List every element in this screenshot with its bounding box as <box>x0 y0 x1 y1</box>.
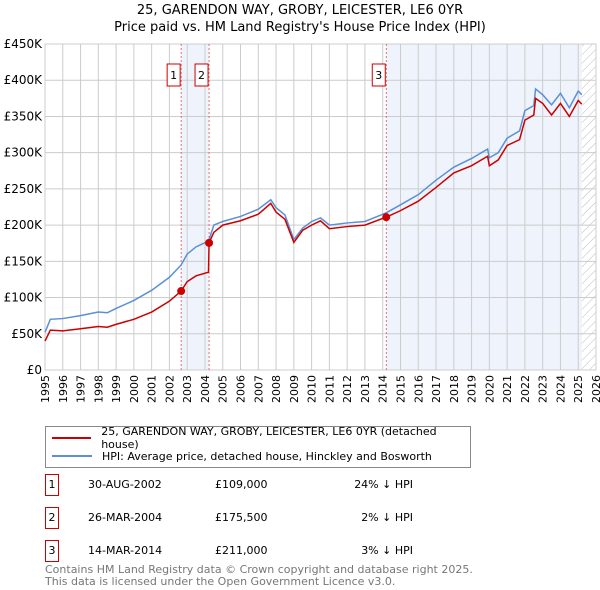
legend: 25, GARENDON WAY, GROBY, LEICESTER, LE6 … <box>45 425 471 468</box>
legend-item-hpi: HPI: Average price, detached house, Hinc… <box>52 448 432 464</box>
x-tick-label: 1997 <box>75 375 88 403</box>
blue-line-swatch <box>52 455 92 457</box>
y-tick-label: £200K <box>4 218 44 232</box>
date: 14-MAR-2014 <box>88 544 163 557</box>
y-tick-label: £400K <box>4 73 44 87</box>
x-tick-label: 1999 <box>110 375 123 403</box>
transaction-row: 1 30-AUG-2002 £109,000 24% ↓ HPI <box>45 474 445 496</box>
price: £109,000 <box>215 478 268 491</box>
chart-title: 25, GARENDON WAY, GROBY, LEICESTER, LE6 … <box>136 3 464 18</box>
x-tick-label: 2022 <box>519 375 532 403</box>
footer: Contains HM Land Registry data © Crown c… <box>45 564 473 588</box>
x-tick-label: 2011 <box>323 375 336 403</box>
marker-badge: 3 <box>45 540 59 562</box>
marker-badge: 1 <box>45 474 59 496</box>
transaction-row: 2 26-MAR-2004 £175,500 2% ↓ HPI <box>45 507 445 529</box>
y-tick-label: £450K <box>4 37 44 51</box>
plot-border <box>44 43 597 371</box>
sale-marker-number: 1 <box>170 69 177 82</box>
x-tick-label: 2016 <box>412 375 425 403</box>
sale-marker-box <box>194 63 209 87</box>
x-tick-label: 2024 <box>554 375 567 403</box>
x-tick-label: 2006 <box>235 375 248 403</box>
y-tick-label: £350K <box>4 109 44 123</box>
x-tick-label: 2004 <box>199 375 212 403</box>
price: £175,500 <box>215 511 268 524</box>
x-tick-label: 2008 <box>270 375 283 403</box>
x-tick-label: 1996 <box>57 375 70 403</box>
legend-item-property: 25, GARENDON WAY, GROBY, LEICESTER, LE6 … <box>52 425 470 451</box>
price-chart: 1995 1996 1997 1998 1999 2000 2001 2002 2003 2004… <box>4 37 600 403</box>
y-tick-label: £300K <box>4 146 44 160</box>
x-tick-label: 2014 <box>377 375 390 403</box>
marker-badge: 2 <box>45 507 59 529</box>
y-tick-label: £250K <box>4 182 44 196</box>
footer-line: This data is licensed under the Open Gov… <box>45 575 396 588</box>
x-tick-label: 2020 <box>483 375 496 403</box>
x-tick-label: 2005 <box>217 375 230 403</box>
x-tick-label: 2023 <box>537 375 550 403</box>
shaded-period <box>386 44 582 370</box>
date: 26-MAR-2004 <box>88 511 163 524</box>
x-tick-label: 2002 <box>163 375 176 403</box>
y-tick-label: £50K <box>11 327 43 341</box>
x-tick-label: 2003 <box>181 375 194 403</box>
x-tick-label: 2026 <box>590 375 600 403</box>
forecast-hatch <box>581 44 596 370</box>
legend-label: 25, GARENDON WAY, GROBY, LEICESTER, LE6 … <box>101 425 437 451</box>
footer-line: Contains HM Land Registry data © Crown c… <box>45 563 473 576</box>
x-tick-label: 2009 <box>288 375 301 403</box>
sale-point <box>382 213 391 222</box>
sale-marker-box <box>371 63 386 87</box>
y-tick-label: £0 <box>27 363 42 377</box>
x-tick-label: 1995 <box>39 375 52 403</box>
sale-marker-number: 2 <box>198 69 205 82</box>
hpi-line <box>44 87 583 333</box>
x-tick-label: 1998 <box>92 375 105 403</box>
x-tick-label: 2013 <box>359 375 372 403</box>
x-tick-label: 2010 <box>306 375 319 403</box>
y-tick-label: £150K <box>4 254 44 268</box>
x-tick-label: 2025 <box>572 375 585 403</box>
price: £211,000 <box>215 544 268 557</box>
hpi-diff: 3% ↓ HPI <box>361 544 413 557</box>
y-tick-label: £100K <box>4 291 44 305</box>
x-tick-label: 2012 <box>341 375 354 403</box>
date: 30-AUG-2002 <box>88 478 162 491</box>
sale-point <box>177 287 186 296</box>
x-tick-label: 2000 <box>128 375 141 403</box>
x-tick-label: 2021 <box>501 375 514 403</box>
chart-subtitle: Price paid vs. HM Land Registry's House … <box>114 20 486 35</box>
property-price-line <box>44 96 583 342</box>
red-line-swatch <box>52 437 92 439</box>
x-tick-label: 2001 <box>146 375 159 403</box>
hpi-diff: 2% ↓ HPI <box>361 511 413 524</box>
transaction-row: 3 14-MAR-2014 £211,000 3% ↓ HPI <box>45 540 445 562</box>
legend-label: HPI: Average price, detached house, Hinc… <box>102 449 432 463</box>
x-tick-label: 2019 <box>466 375 479 403</box>
sale-marker-number: 3 <box>375 69 382 82</box>
x-tick-label: 2018 <box>448 375 461 403</box>
x-tick-label: 2015 <box>394 375 407 403</box>
x-tick-label: 2017 <box>430 375 443 403</box>
hpi-diff: 24% ↓ HPI <box>354 478 413 491</box>
x-tick-label: 2007 <box>252 375 265 403</box>
sale-point <box>205 238 214 247</box>
sale-marker-box <box>166 63 181 87</box>
shaded-period <box>181 44 210 370</box>
